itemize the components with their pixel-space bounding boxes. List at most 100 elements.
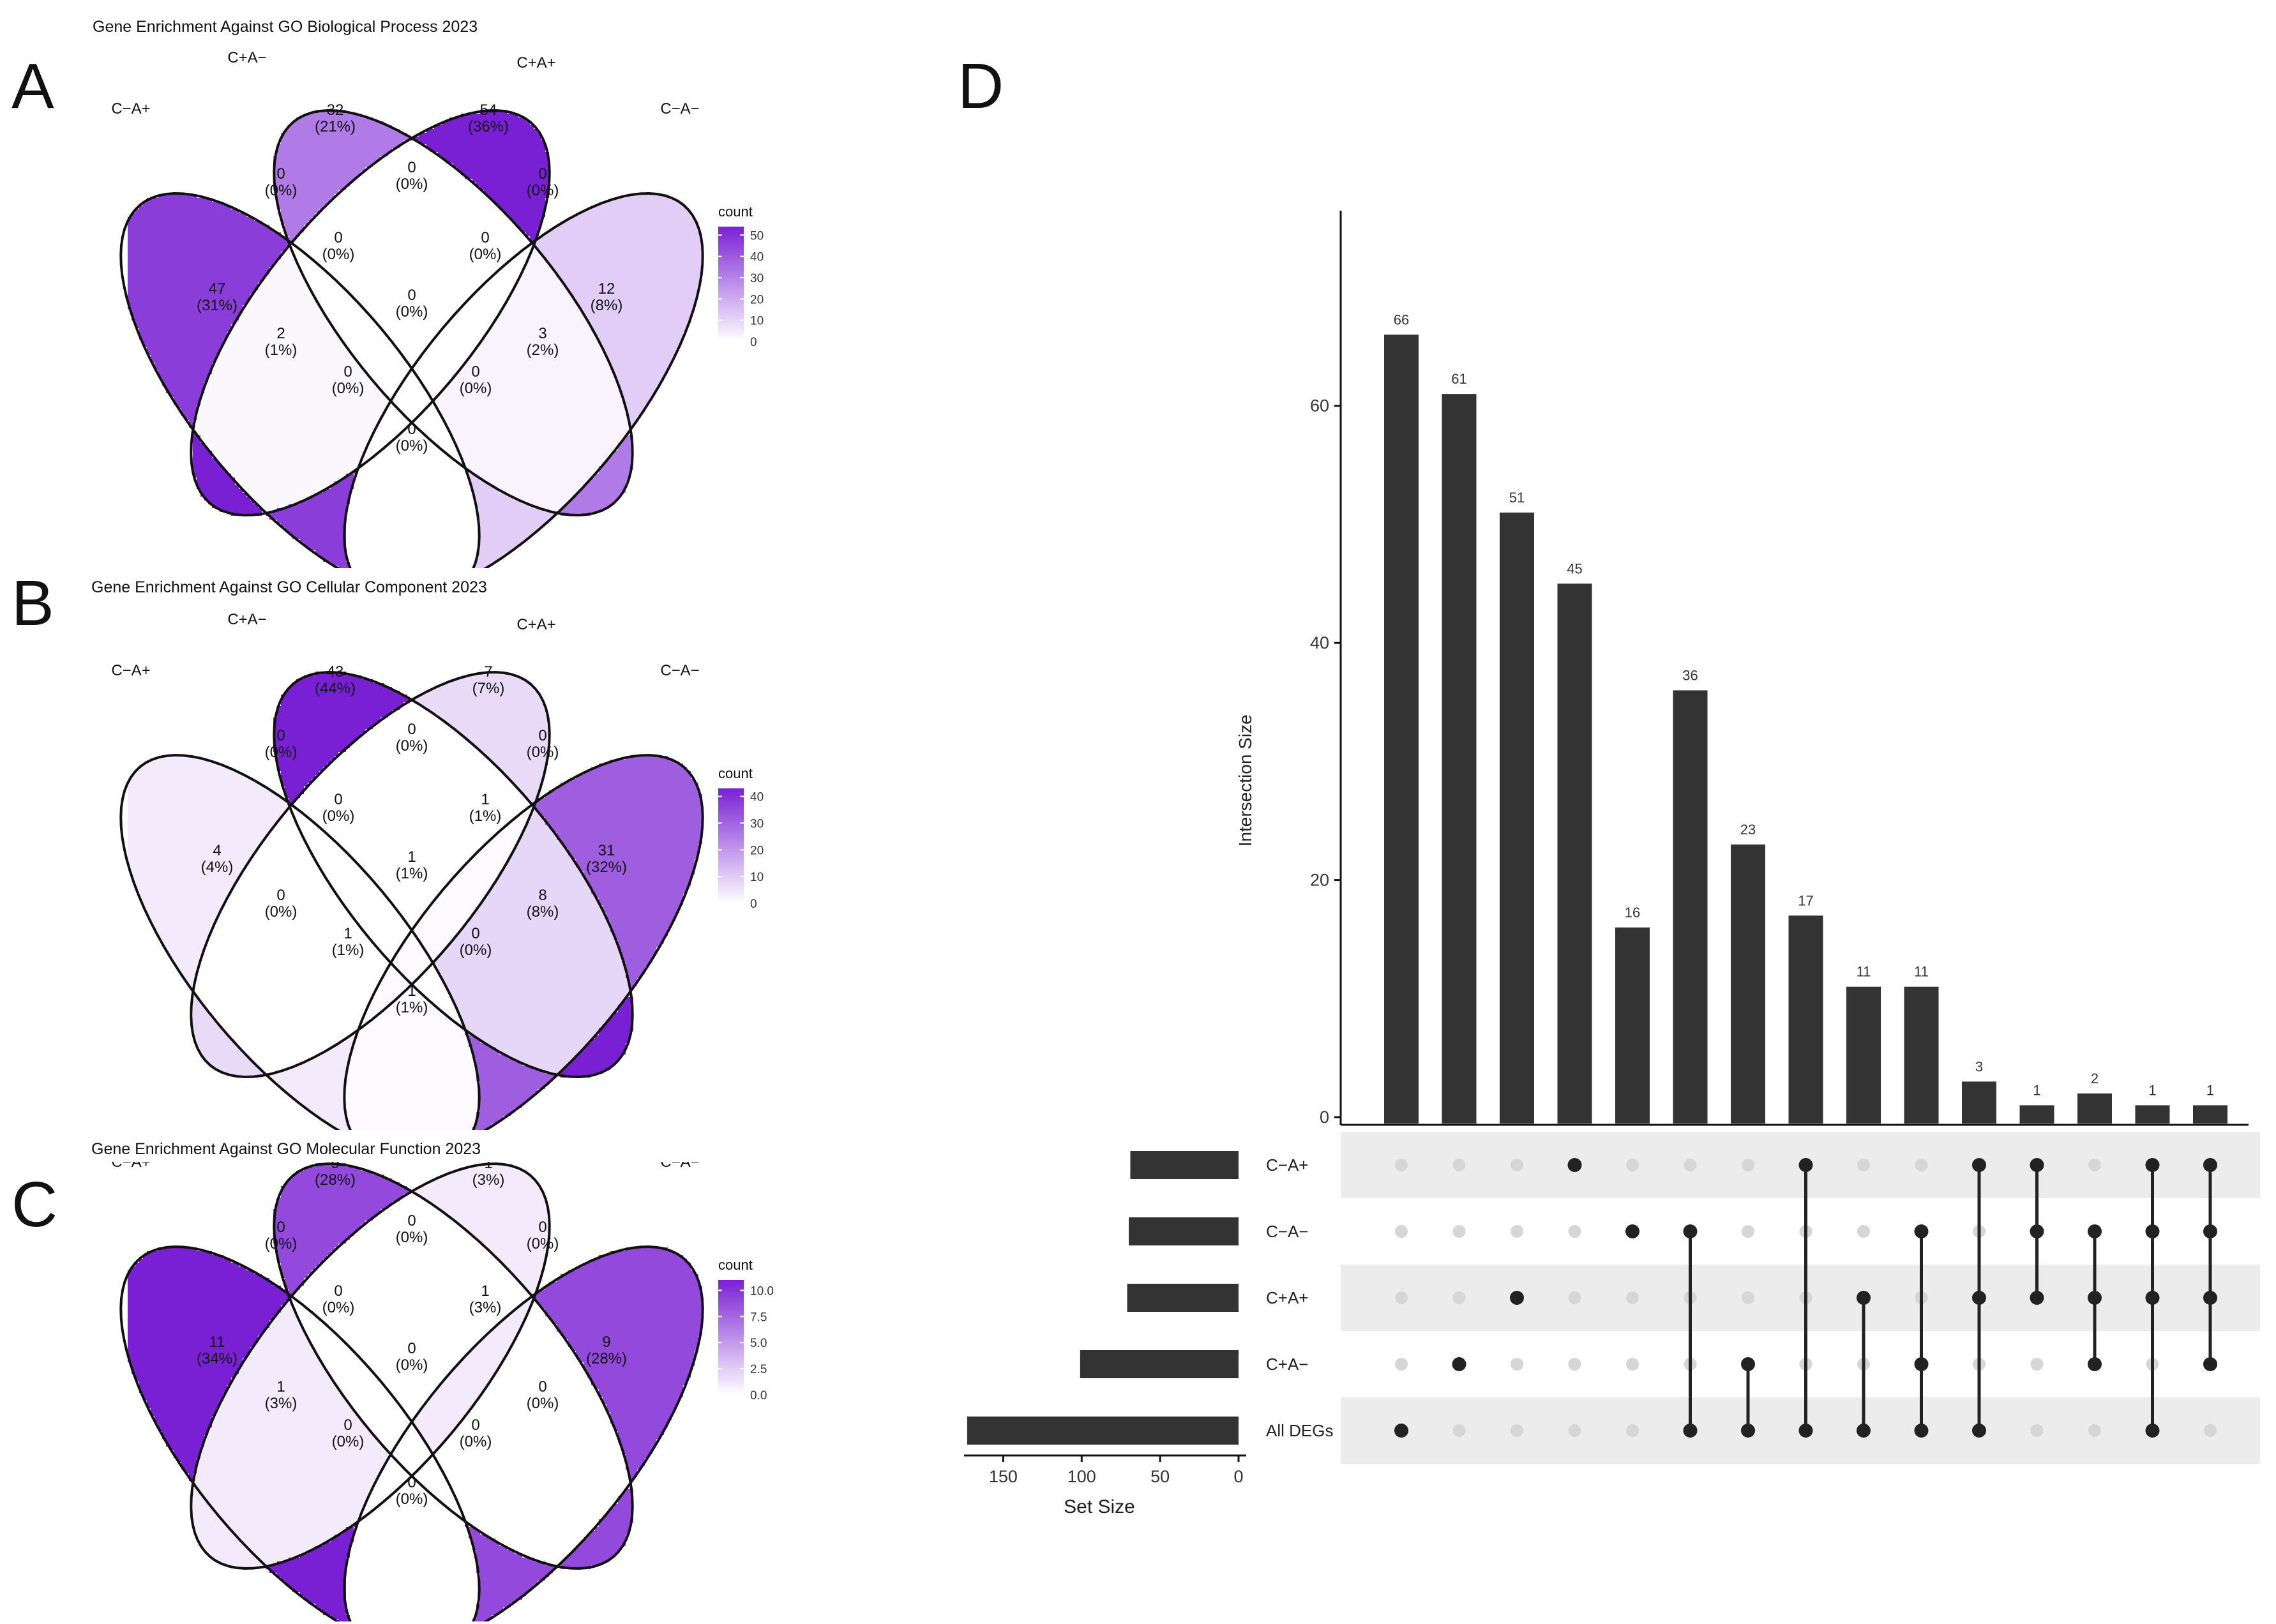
panel-b-title: Gene Enrichment Against GO Cellular Comp… — [91, 578, 487, 596]
intersection-bar — [1500, 512, 1534, 1124]
matrix-dot-inactive — [2088, 1424, 2101, 1437]
intersection-bar-value: 16 — [1625, 905, 1640, 921]
intersection-bar-value: 23 — [1740, 822, 1756, 838]
set-size-bar — [1127, 1284, 1239, 1312]
set-label-c-minus-a-plus: C−A+ — [111, 662, 150, 679]
panel-c-title: Gene Enrichment Against GO Molecular Fun… — [91, 1140, 481, 1158]
matrix-dot-inactive — [1511, 1159, 1523, 1171]
venn-region-percent: (0%) — [396, 737, 428, 755]
set-label-c-plus-a-plus: C+A+ — [516, 54, 555, 71]
intersection-bar — [1615, 927, 1650, 1124]
venn-region-count: 1 — [481, 791, 489, 808]
venn-region-percent: (0%) — [396, 176, 428, 193]
intersection-bar-value: 3 — [1975, 1058, 1983, 1074]
set-size-axis-label: Set Size — [1064, 1496, 1135, 1517]
venn-region-count: 4 — [213, 842, 221, 859]
venn-region-fill-r24 — [434, 809, 629, 1074]
legend-title: count — [718, 765, 753, 781]
matrix-dot-inactive — [1915, 1159, 1928, 1171]
matrix-dot-inactive — [1742, 1291, 1754, 1304]
set-label-c-minus-a-minus: C−A− — [660, 1162, 699, 1171]
matrix-dot-inactive — [2030, 1358, 2044, 1371]
venn-region-percent: (31%) — [197, 297, 237, 314]
intersection-bar-value: 36 — [1682, 667, 1698, 683]
venn-region-count: 0 — [343, 1417, 352, 1434]
venn-region-percent: (0%) — [460, 942, 492, 959]
venn-region-percent: (28%) — [586, 1350, 627, 1367]
venn-region-percent: (0%) — [460, 1433, 492, 1450]
panel-letter-b: B — [11, 568, 54, 639]
intersection-bar-value: 1 — [2206, 1082, 2214, 1098]
matrix-dot-inactive — [1857, 1159, 1870, 1171]
venn-region-fill-r4 — [465, 1247, 702, 1621]
matrix-dot-active — [1567, 1158, 1582, 1172]
venn-ellipse-outline — [119, 753, 481, 1130]
set-name-label: C−A+ — [1266, 1155, 1309, 1175]
legend-tick-label: 30 — [750, 272, 764, 285]
intersection-bar — [1962, 1081, 1996, 1124]
venn-region-percent: (0%) — [265, 744, 298, 761]
venn-region-fill-r23 — [292, 140, 530, 366]
venn-region-percent: (0%) — [396, 437, 428, 455]
legend-colorbar — [718, 788, 744, 903]
venn-diagram-molecular-function: 11(34%)9(28%)1(3%)9(28%)0(0%)0(0%)0(0%)0… — [111, 1162, 774, 1621]
venn-region-count: 0 — [343, 363, 352, 380]
venn-region-fill-r14 — [346, 986, 480, 1130]
set-label-c-plus-a-plus: C+A+ — [516, 616, 555, 633]
venn-region-percent: (3%) — [265, 1395, 298, 1412]
venn-region-count: 3 — [538, 325, 546, 342]
legend-colorbar — [718, 1280, 744, 1395]
intersection-bar-value: 17 — [1798, 892, 1813, 908]
intersection-bar — [1731, 844, 1765, 1124]
legend-tick-label: 20 — [750, 844, 764, 857]
venn-region-fill-r124 — [411, 401, 465, 466]
matrix-dot-inactive — [1626, 1159, 1639, 1171]
legend-tick-label: 40 — [750, 251, 764, 264]
legend-tick-label: 40 — [750, 791, 764, 804]
venn-region-percent: (1%) — [396, 999, 428, 1016]
matrix-dot-inactive — [1568, 1424, 1581, 1437]
venn-region-count: 32 — [327, 102, 344, 119]
legend-tick-label: 20 — [750, 293, 764, 306]
venn-region-fill-r134 — [361, 1454, 411, 1519]
set-name-label: C+A+ — [1266, 1288, 1309, 1307]
venn-region-fill-r4 — [465, 194, 702, 568]
venn-region-fill-r1 — [128, 756, 358, 1130]
venn-region-percent: (36%) — [468, 118, 509, 135]
legend-tick-label: 7.5 — [750, 1311, 767, 1324]
matrix-dot-inactive — [1626, 1358, 1639, 1371]
venn-region-percent: (34%) — [197, 1350, 237, 1367]
venn-ellipse-outline — [273, 670, 634, 1079]
matrix-dot-active — [1510, 1291, 1524, 1305]
intersection-bar — [1384, 335, 1419, 1124]
venn-region-percent: (32%) — [586, 859, 627, 876]
intersection-bar — [2019, 1105, 2054, 1124]
matrix-dot-active — [1452, 1357, 1466, 1371]
venn-region-fill-r123 — [289, 1297, 411, 1454]
legend-tick-label: 0.0 — [750, 1389, 767, 1402]
matrix-dot-inactive — [1742, 1159, 1754, 1171]
set-name-label: All DEGs — [1266, 1421, 1333, 1440]
venn-region-fill-r24 — [434, 248, 629, 512]
intersection-bar — [1442, 394, 1477, 1124]
matrix-dot-inactive — [1857, 1225, 1870, 1238]
matrix-dot-inactive — [1395, 1225, 1408, 1238]
venn-region-percent: (1%) — [396, 865, 428, 882]
venn-region-fill-r24 — [434, 1301, 629, 1565]
legend-tick-label: 30 — [750, 817, 764, 831]
legend-tick-label: 0 — [750, 336, 757, 349]
intersection-bar — [1788, 915, 1823, 1124]
venn-region-fill-r14 — [346, 1477, 480, 1621]
matrix-dot-inactive — [2030, 1424, 2044, 1437]
legend-tick-label: 10 — [750, 871, 764, 884]
venn-region-fill-r13 — [193, 809, 388, 1074]
venn-region-count: 2 — [276, 325, 285, 342]
venn-region-percent: (0%) — [322, 246, 355, 263]
intersection-bar — [1846, 986, 1881, 1124]
legend-colorbar — [718, 227, 744, 342]
legend-tick-label: 10.0 — [750, 1284, 774, 1298]
venn-region-percent: (1%) — [332, 942, 365, 959]
venn-region-count: 31 — [598, 842, 615, 859]
intersection-bar-value: 11 — [1857, 964, 1871, 980]
venn-region-percent: (0%) — [527, 1235, 559, 1252]
